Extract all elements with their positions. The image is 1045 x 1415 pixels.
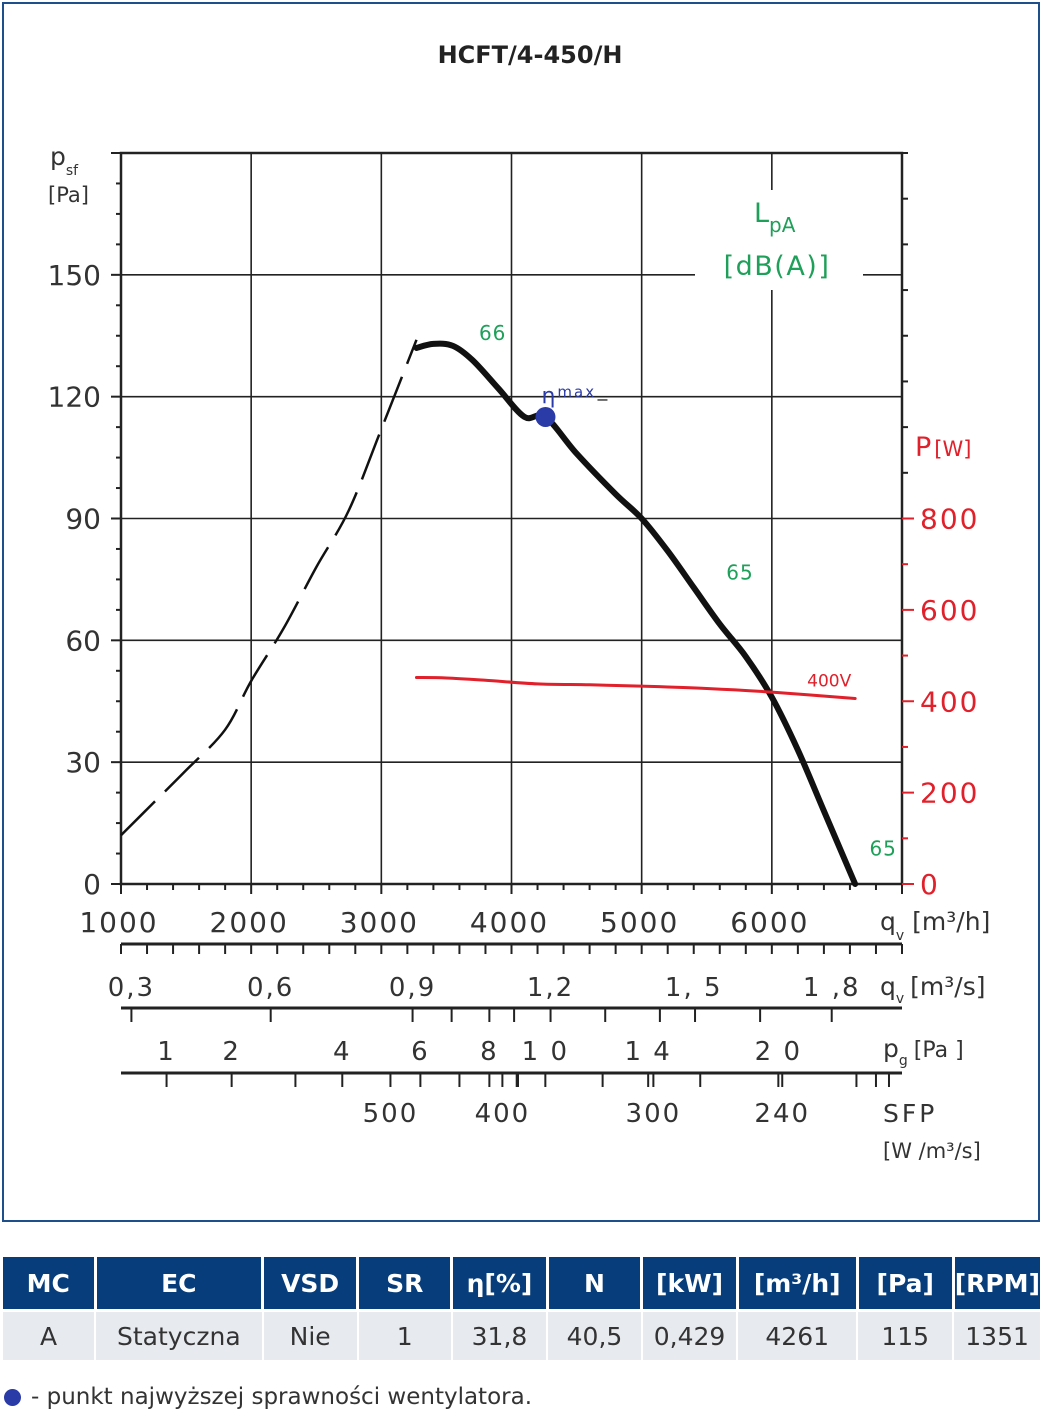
header-n: N bbox=[547, 1257, 644, 1309]
cell-pa: 115 bbox=[857, 1312, 955, 1360]
scale-unit: qv [m³/s] bbox=[880, 972, 986, 1007]
chart-frame bbox=[2, 2, 1040, 1222]
scale-unit: SFP bbox=[883, 1099, 937, 1128]
y-tick-label: 120 bbox=[48, 381, 101, 414]
sound-level-label: 66 bbox=[479, 321, 506, 345]
chart-title: HCFT/4-450/H bbox=[438, 41, 623, 69]
y-axis-unit: [Pa] bbox=[48, 183, 89, 207]
y-tick-label: 60 bbox=[65, 624, 101, 657]
cell-mc: A bbox=[3, 1312, 96, 1360]
eta-max-point bbox=[535, 406, 556, 427]
scale-label: 500 bbox=[363, 1099, 419, 1129]
x-tick-label: 6000 bbox=[730, 906, 809, 939]
power-axis: 0 200 400 600 800 bbox=[902, 152, 979, 901]
y-tick-label: 90 bbox=[65, 503, 101, 536]
scale-label: 300 bbox=[626, 1099, 682, 1129]
header-eta: η[%] bbox=[451, 1257, 549, 1309]
y-axis-label: psf bbox=[50, 142, 79, 179]
scale-label: 1,2 bbox=[527, 973, 574, 1003]
svg-text:[dB(A)]: [dB(A)] bbox=[724, 251, 831, 282]
x-axis: 1000 2000 3000 4000 5000 6000 bbox=[79, 884, 903, 939]
header-sr: SR bbox=[357, 1257, 454, 1309]
x-axis-unit: qv [m³/h] bbox=[880, 907, 990, 944]
scale-label: 2 bbox=[222, 1037, 241, 1067]
power-tick-label: 600 bbox=[920, 594, 979, 627]
x-tick-label: 1000 bbox=[79, 906, 158, 939]
scale-label: 1 0 bbox=[522, 1037, 569, 1067]
scale-label: 1 bbox=[157, 1037, 176, 1067]
header-ec: EC bbox=[95, 1257, 265, 1309]
power-tick-label: 400 bbox=[920, 685, 979, 718]
scale-label: 1 ,8 bbox=[803, 973, 861, 1003]
cell-flow: 4261 bbox=[737, 1312, 859, 1360]
y-axis: 0 30 60 90 120 150 bbox=[48, 152, 121, 901]
scale-label: 0,3 bbox=[108, 973, 155, 1003]
eta-dot-icon bbox=[4, 1389, 21, 1406]
sound-level-label: 65 bbox=[726, 560, 753, 584]
scale-label: 240 bbox=[754, 1099, 810, 1129]
scale-label: 8 bbox=[480, 1037, 499, 1067]
cell-vsd: Nie bbox=[262, 1312, 359, 1360]
svg-text:LpA: LpA bbox=[754, 198, 796, 237]
eta-max-marker: η max bbox=[535, 383, 596, 427]
fan-curve-unstable-line bbox=[120, 339, 418, 837]
x-tick-label: 3000 bbox=[340, 906, 419, 939]
cell-ec: Statyczna bbox=[95, 1312, 264, 1360]
secondary-scales: 0,3 0,6 0,9 1,2 1, 5 1 ,8 qv [m³/s] 1 2 4 6 8 1 0 1 4 2… bbox=[108, 942, 986, 1163]
scale-label: 1, 5 bbox=[665, 973, 723, 1003]
sound-level-legend: LpA [dB(A)] bbox=[695, 190, 863, 290]
scale-unit: pg [Pa ] bbox=[883, 1034, 964, 1069]
scale-label: 0,9 bbox=[389, 973, 436, 1003]
scale-label: 1 4 bbox=[624, 1037, 671, 1067]
x-tick-label: 4000 bbox=[470, 906, 549, 939]
power-tick-label: 0 bbox=[920, 868, 940, 901]
power-tick-label: 800 bbox=[920, 503, 979, 536]
header-pa: [Pa] bbox=[857, 1257, 955, 1309]
cell-n: 40,5 bbox=[547, 1312, 643, 1360]
power-series-label: 400V bbox=[807, 672, 851, 692]
chart-curves: 400V bbox=[120, 339, 859, 887]
fan-spec-table: MC EC VSD SR η[%] N [kW] [m³/h] [Pa] [RP… bbox=[3, 1257, 1040, 1360]
x-tick-label: 2000 bbox=[210, 906, 289, 939]
footnote-text: - punkt najwyższej sprawności wentylator… bbox=[31, 1384, 533, 1410]
cell-rpm: 1351 bbox=[953, 1312, 1040, 1360]
header-vsd: VSD bbox=[262, 1257, 360, 1309]
scale-label: 4 bbox=[333, 1037, 352, 1067]
sound-level-labels: 66 65 65 bbox=[479, 321, 896, 861]
y-tick-label: 0 bbox=[83, 868, 101, 901]
scale-label: 2 0 bbox=[755, 1037, 802, 1067]
power-axis-label: P [W] bbox=[915, 432, 971, 463]
table-header-row: MC EC VSD SR η[%] N [kW] [m³/h] [Pa] [RP… bbox=[3, 1257, 1040, 1309]
header-mc: MC bbox=[3, 1257, 97, 1309]
fan-curve-stable-line bbox=[413, 340, 859, 887]
scale-label: 400 bbox=[475, 1099, 531, 1129]
cell-eta: 31,8 bbox=[451, 1312, 549, 1360]
scale-label: 0,6 bbox=[247, 973, 294, 1003]
cell-kw: 0,429 bbox=[641, 1312, 739, 1360]
y-tick-label: 150 bbox=[48, 259, 101, 292]
header-flow: [m³/h] bbox=[737, 1257, 859, 1309]
footnote: - punkt najwyższej sprawności wentylator… bbox=[4, 1384, 532, 1410]
power-tick-label: 200 bbox=[920, 777, 979, 810]
scale-unit-detail: [W /m³/s] bbox=[883, 1139, 981, 1163]
header-rpm: [RPM] bbox=[953, 1257, 1040, 1309]
power-line bbox=[414, 675, 857, 701]
sound-level-label: 65 bbox=[869, 837, 896, 861]
scale-label: 6 bbox=[411, 1037, 430, 1067]
y-tick-label: 30 bbox=[65, 746, 101, 779]
eta-max-label: η max bbox=[541, 383, 596, 409]
x-tick-label: 5000 bbox=[600, 906, 679, 939]
cell-sr: 1 bbox=[357, 1312, 453, 1360]
table-row: A Statyczna Nie 1 31,8 40,5 0,429 4261 1… bbox=[3, 1312, 1040, 1360]
header-kw: [kW] bbox=[641, 1257, 739, 1309]
